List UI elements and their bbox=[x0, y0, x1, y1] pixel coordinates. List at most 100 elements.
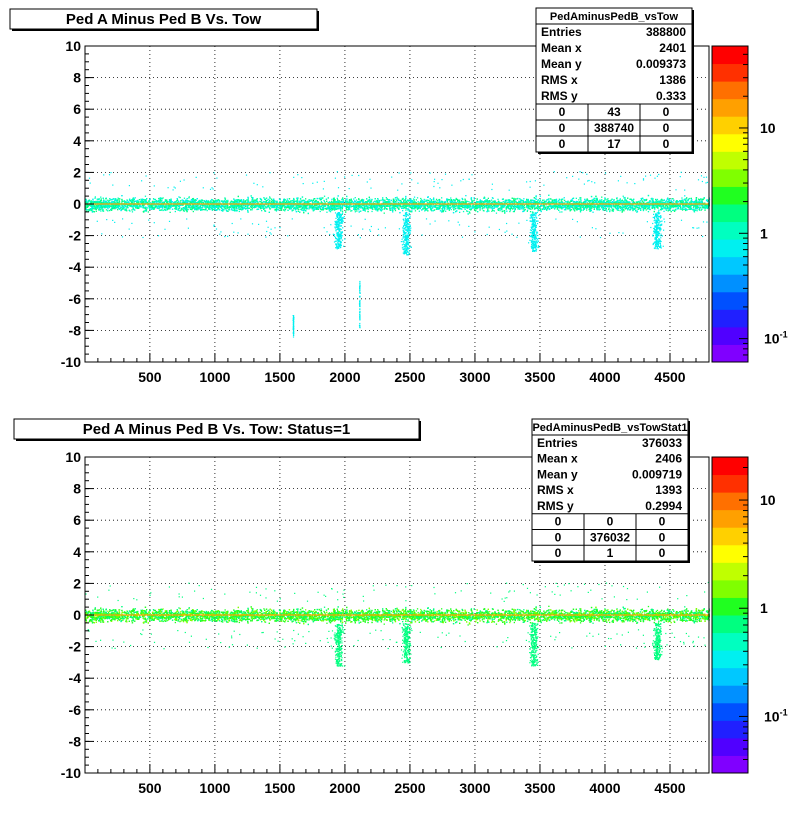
data-cell bbox=[502, 200, 504, 203]
data-cell bbox=[364, 210, 366, 212]
data-cell bbox=[645, 209, 647, 211]
data-cell bbox=[183, 197, 186, 199]
data-cell bbox=[541, 199, 544, 201]
data-cell bbox=[232, 207, 235, 209]
data-cell bbox=[302, 205, 304, 207]
data-cell bbox=[649, 208, 651, 211]
data-cell bbox=[492, 200, 494, 202]
data-cell bbox=[663, 210, 665, 212]
data-cell bbox=[646, 208, 649, 210]
data-cell bbox=[136, 200, 138, 202]
data-cell bbox=[403, 201, 405, 203]
data-cell bbox=[622, 208, 624, 211]
data-cell bbox=[318, 197, 320, 200]
data-cell bbox=[563, 202, 566, 204]
data-cell bbox=[587, 202, 589, 204]
data-cell bbox=[587, 200, 590, 202]
data-cell bbox=[510, 205, 513, 208]
data-cell bbox=[539, 195, 541, 197]
data-cell bbox=[574, 206, 577, 208]
data-cell bbox=[169, 208, 171, 210]
data-cell bbox=[413, 196, 416, 198]
data-cell bbox=[95, 205, 98, 207]
data-cell bbox=[223, 207, 226, 209]
data-cell bbox=[601, 196, 603, 198]
data-cell bbox=[599, 208, 601, 210]
data-cell bbox=[147, 211, 149, 213]
data-cell bbox=[336, 208, 338, 210]
data-cell bbox=[618, 205, 620, 207]
data-cell bbox=[319, 197, 321, 199]
data-cell bbox=[619, 207, 621, 209]
data-cell bbox=[314, 201, 316, 203]
data-cell bbox=[87, 210, 89, 212]
data-cell bbox=[111, 206, 113, 209]
data-cell bbox=[274, 202, 276, 204]
data-cell bbox=[434, 205, 436, 207]
data-cell bbox=[142, 207, 144, 209]
data-cell bbox=[567, 200, 569, 202]
data-cell bbox=[278, 202, 280, 204]
data-cell bbox=[561, 211, 563, 213]
data-cell bbox=[210, 201, 212, 203]
data-cell bbox=[125, 208, 128, 210]
data-cell bbox=[269, 197, 271, 199]
data-cell bbox=[504, 199, 507, 201]
data-cell bbox=[350, 210, 352, 212]
data-cell bbox=[176, 207, 178, 209]
data-cell bbox=[103, 199, 105, 201]
data-cell bbox=[441, 204, 443, 206]
data-cell bbox=[126, 210, 128, 212]
data-cell bbox=[494, 201, 496, 203]
data-cell bbox=[698, 200, 700, 202]
data-cell bbox=[129, 198, 131, 200]
data-cell bbox=[697, 206, 699, 208]
data-cell bbox=[117, 199, 119, 201]
data-cell bbox=[511, 200, 513, 202]
data-cell bbox=[513, 206, 516, 208]
data-cell bbox=[269, 196, 271, 198]
data-cell bbox=[590, 208, 592, 210]
chart-1: 500 1000 1500 2000 2500 3000 3500 4000 4500-10-8… bbox=[9, 7, 788, 385]
data-cell bbox=[278, 207, 280, 209]
data-cell bbox=[698, 204, 700, 206]
data-cell bbox=[425, 199, 427, 201]
data-cell bbox=[695, 201, 697, 203]
data-cell bbox=[102, 210, 104, 212]
data-cell bbox=[408, 208, 410, 211]
data-cell bbox=[479, 207, 482, 209]
data-cell bbox=[571, 198, 574, 200]
data-cell bbox=[623, 210, 625, 212]
data-cell bbox=[479, 204, 481, 206]
data-cell bbox=[601, 199, 603, 201]
data-cell bbox=[242, 199, 245, 201]
data-cell bbox=[255, 200, 257, 202]
data-cell bbox=[129, 210, 131, 212]
data-cell bbox=[580, 204, 582, 206]
data-cell bbox=[395, 205, 397, 208]
data-cell bbox=[376, 205, 378, 207]
data-cell bbox=[616, 209, 618, 211]
data-cell bbox=[197, 204, 199, 206]
data-cell bbox=[225, 201, 227, 203]
data-cell bbox=[112, 198, 114, 201]
data-cell bbox=[485, 204, 487, 207]
data-cell bbox=[321, 197, 323, 199]
data-cell bbox=[324, 201, 326, 203]
data-cell bbox=[443, 204, 445, 206]
data-cell bbox=[320, 200, 323, 203]
data-cell bbox=[145, 202, 147, 204]
data-cell bbox=[165, 207, 167, 209]
data-cell bbox=[549, 201, 551, 203]
data-cell bbox=[291, 204, 293, 206]
data-cell bbox=[563, 209, 566, 211]
data-cell bbox=[530, 206, 532, 209]
data-cell bbox=[231, 201, 234, 203]
data-cell bbox=[153, 207, 155, 209]
data-cell bbox=[610, 206, 613, 209]
data-cell bbox=[158, 207, 161, 209]
data-cell bbox=[696, 206, 698, 208]
data-cell bbox=[416, 207, 418, 209]
data-cell bbox=[662, 205, 664, 207]
